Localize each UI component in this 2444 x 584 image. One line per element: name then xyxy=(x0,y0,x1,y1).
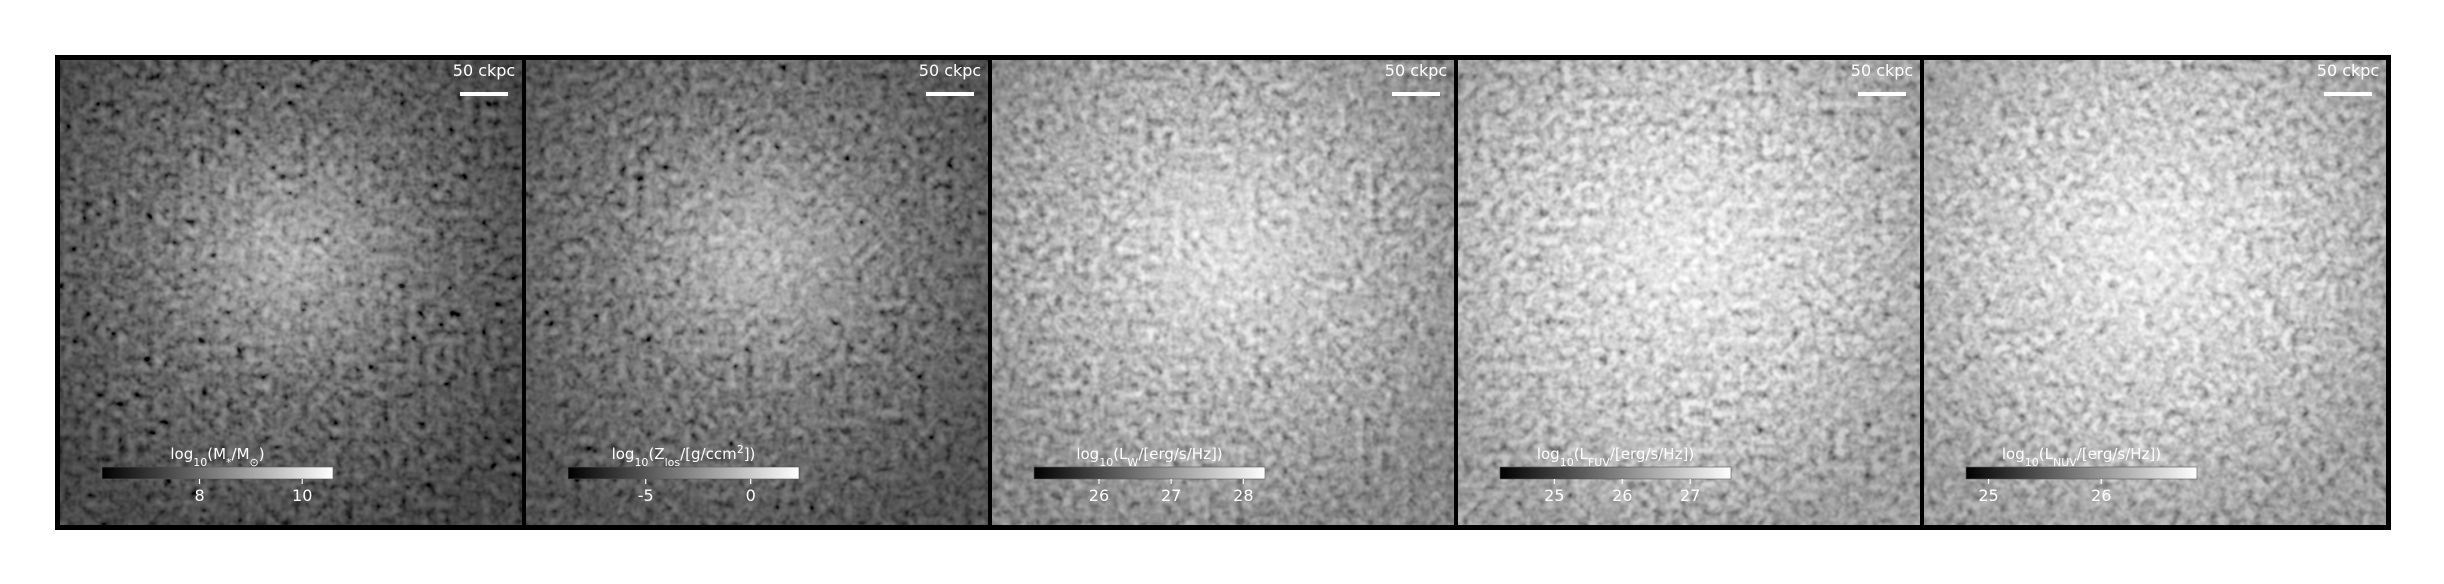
colorbar-tick-label: 25 xyxy=(1978,486,1998,505)
map-image xyxy=(1922,58,2388,527)
map-image xyxy=(58,58,524,527)
colorbar-tick-label: -5 xyxy=(638,486,654,505)
colorbar-label: log10(M*/M⊙) xyxy=(170,445,264,469)
colorbar-label-part: /M xyxy=(232,445,250,463)
map-core-glow xyxy=(603,114,911,396)
scale-bar-label: 50 ckpc xyxy=(919,61,981,80)
scale-bar-label: 50 ckpc xyxy=(453,61,515,80)
colorbar-label-part: /[erg/s/Hz]) xyxy=(1138,445,1222,463)
scale-bar-label: 50 ckpc xyxy=(1385,61,1447,80)
colorbar xyxy=(1965,466,2198,480)
scale-bar-label: 50 ckpc xyxy=(1851,61,1913,80)
colorbar-tick-label: 26 xyxy=(1089,486,1109,505)
colorbar-label-part: log xyxy=(2002,445,2025,463)
map-image xyxy=(524,58,990,527)
colorbar-label-part: 2 xyxy=(737,443,744,456)
map-core-glow xyxy=(1069,114,1377,396)
colorbar-label-part: (Z xyxy=(648,445,664,463)
colorbar-label-part: ) xyxy=(259,445,265,463)
colorbar-label-part: FUV xyxy=(1588,456,1610,469)
colorbar-label: log10(LNUV/[erg/s/Hz]) xyxy=(2002,445,2161,469)
colorbar-label: log10(LFUV/[erg/s/Hz]) xyxy=(1537,445,1694,469)
colorbar-label-part: /[erg/s/Hz]) xyxy=(1610,445,1694,463)
colorbar-label-part: (L xyxy=(1574,445,1589,463)
colorbar-tick-label: 28 xyxy=(1233,486,1253,505)
colorbar xyxy=(567,466,800,480)
colorbar-label-part: ⊙ xyxy=(250,456,259,469)
colorbar-label-part: (L xyxy=(1113,445,1128,463)
map-image xyxy=(990,58,1456,527)
colorbar-tick-label: 0 xyxy=(746,486,756,505)
colorbar-tick-label: 10 xyxy=(292,486,312,505)
map-image xyxy=(1456,58,1922,527)
colorbar-tick-label: 27 xyxy=(1680,486,1700,505)
colorbar xyxy=(101,466,334,480)
colorbar-label-part: log xyxy=(612,445,635,463)
colorbar-label: log10(Zlos/[g/ccm2]) xyxy=(612,443,756,469)
colorbar xyxy=(1499,466,1732,480)
colorbar-label-part: (L xyxy=(2039,445,2054,463)
map-core-glow xyxy=(1535,114,1843,396)
colorbar-label-part: /[g/ccm xyxy=(680,445,737,463)
colorbar-label-part: ]) xyxy=(744,445,756,463)
colorbar-label-part: NUV xyxy=(2053,456,2077,469)
colorbar-tick-label: 26 xyxy=(2091,486,2111,505)
panel: 50 ckpc log10(LFUV/[erg/s/Hz]) 25 26 27 xyxy=(1454,56,1924,529)
panel-border xyxy=(1920,56,2390,529)
panel: 50 ckpc log10(LW/[erg/s/Hz]) 26 27 28 xyxy=(988,56,1458,529)
colorbar-label-part: 10 xyxy=(1099,456,1113,469)
colorbar-label-part: * xyxy=(226,456,232,469)
panel: 50 ckpc log10(Zlos/[g/ccm2]) -5 0 xyxy=(522,56,992,529)
colorbar-label-part: 10 xyxy=(2025,456,2039,469)
colorbar-label-part: log xyxy=(170,445,193,463)
colorbar xyxy=(1033,466,1266,480)
colorbar-tick-label: 26 xyxy=(1612,486,1632,505)
colorbar-tick-label: 27 xyxy=(1161,486,1181,505)
scale-bar-label: 50 ckpc xyxy=(2317,61,2379,80)
colorbar-tick-label: 25 xyxy=(1544,486,1564,505)
colorbar-label-part: 10 xyxy=(1560,456,1574,469)
colorbar-label: log10(LW/[erg/s/Hz]) xyxy=(1076,445,1222,469)
colorbar-label-part: (M xyxy=(207,445,226,463)
map-core-glow xyxy=(2001,114,2309,396)
colorbar-label-part: W xyxy=(1127,456,1138,469)
colorbar-label-part: /[erg/s/Hz]) xyxy=(2077,445,2161,463)
colorbar-label-part: los xyxy=(665,456,681,469)
colorbar-label-part: log xyxy=(1076,445,1099,463)
colorbar-label-part: 10 xyxy=(634,456,648,469)
colorbar-tick-label: 8 xyxy=(194,486,204,505)
colorbar-label-part: log xyxy=(1537,445,1560,463)
colorbar-label-part: 10 xyxy=(193,456,207,469)
map-core-glow xyxy=(137,114,445,396)
